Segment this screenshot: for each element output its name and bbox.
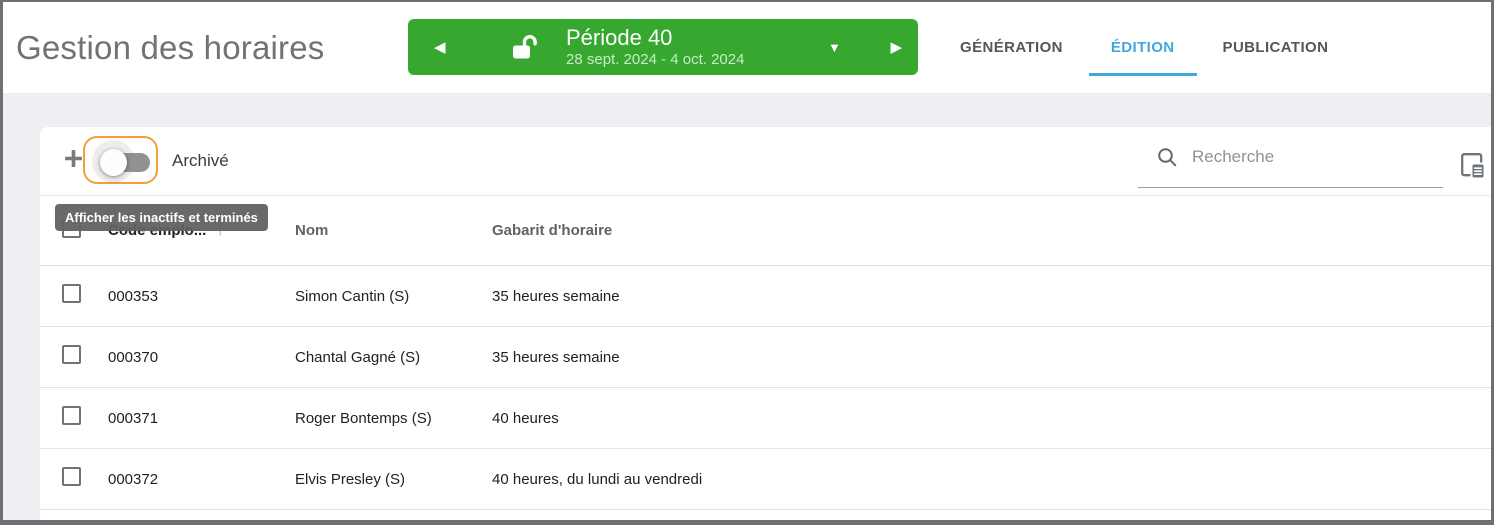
archived-toggle[interactable] <box>83 136 158 184</box>
column-chooser-button[interactable] <box>1460 150 1486 185</box>
archived-label: Archivé <box>172 151 229 170</box>
toggle-tooltip: Afficher les inactifs et terminés <box>55 204 268 231</box>
column-header-template[interactable]: Gabarit d'horaire <box>492 222 613 239</box>
period-date-range: 28 sept. 2024 - 4 oct. 2024 <box>566 51 745 69</box>
cell-schedule-template: 35 heures semaine <box>492 287 620 305</box>
unlock-icon <box>511 34 541 61</box>
list-toolbar: Archivé <box>40 127 1491 196</box>
chevron-left-icon: ◀ <box>434 39 446 56</box>
cell-employee-code: 000372 <box>108 470 159 488</box>
table-row[interactable]: 000370 Chantal Gagné (S) 35 heures semai… <box>40 327 1491 388</box>
chevron-right-icon: ▶ <box>890 39 902 56</box>
cell-employee-code: 000371 <box>108 409 159 427</box>
tab-edition[interactable]: ÉDITION <box>1087 2 1199 93</box>
cell-schedule-template: 40 heures, du lundi au vendredi <box>492 470 703 488</box>
row-checkbox[interactable] <box>62 406 81 425</box>
add-button[interactable] <box>60 145 87 177</box>
period-selector[interactable]: ◀ Période 40 28 sept. 2024 - 4 oct. 2024… <box>408 19 918 75</box>
plus-icon <box>60 145 87 177</box>
cell-employee-name: Elvis Presley (S) <box>295 470 406 488</box>
search-input[interactable] <box>1192 147 1432 167</box>
table-row[interactable]: 000371 Roger Bontemps (S) 40 heures <box>40 388 1491 449</box>
previous-period-button[interactable]: ◀ <box>434 19 446 75</box>
table-row[interactable]: 000372 Elvis Presley (S) 40 heures, du l… <box>40 449 1491 510</box>
toggle-thumb[interactable] <box>100 149 127 176</box>
period-title: Période 40 <box>566 25 673 51</box>
period-info: Période 40 28 sept. 2024 - 4 oct. 2024 <box>566 25 744 69</box>
table-body: 000353 Simon Cantin (S) 35 heures semain… <box>40 266 1491 510</box>
period-dropdown-button[interactable]: ▼ <box>828 19 841 75</box>
page-title: Gestion des horaires <box>16 28 325 66</box>
next-period-button[interactable]: ▶ <box>890 19 902 75</box>
cell-employee-name: Roger Bontemps (S) <box>295 409 432 427</box>
cell-employee-code: 000370 <box>108 348 159 366</box>
employee-list-card: Archivé <box>40 127 1491 520</box>
tab-generation[interactable]: GÉNÉRATION <box>960 39 1063 56</box>
row-checkbox[interactable] <box>62 284 81 303</box>
cell-employee-name: Chantal Gagné (S) <box>295 348 421 366</box>
column-header-name[interactable]: Nom <box>295 222 329 239</box>
tab-publication[interactable]: PUBLICATION <box>1222 39 1329 56</box>
search-icon <box>1156 146 1178 168</box>
cell-employee-code: 000353 <box>108 287 159 305</box>
cell-schedule-template: 40 heures <box>492 409 559 427</box>
row-checkbox[interactable] <box>62 345 81 364</box>
table-row[interactable]: 000353 Simon Cantin (S) 35 heures semain… <box>40 266 1491 327</box>
cell-employee-name: Simon Cantin (S) <box>295 287 410 305</box>
content-area: Archivé <box>3 93 1491 520</box>
row-checkbox[interactable] <box>62 467 81 486</box>
tab-bar: GÉNÉRATION ÉDITION PUBLICATION <box>936 2 1352 93</box>
search-field <box>1138 127 1443 188</box>
column-chooser-icon <box>1460 150 1486 185</box>
top-bar: Gestion des horaires ◀ Période 40 28 sep… <box>3 2 1491 93</box>
chevron-down-icon: ▼ <box>828 39 841 55</box>
cell-schedule-template: 35 heures semaine <box>492 348 620 366</box>
